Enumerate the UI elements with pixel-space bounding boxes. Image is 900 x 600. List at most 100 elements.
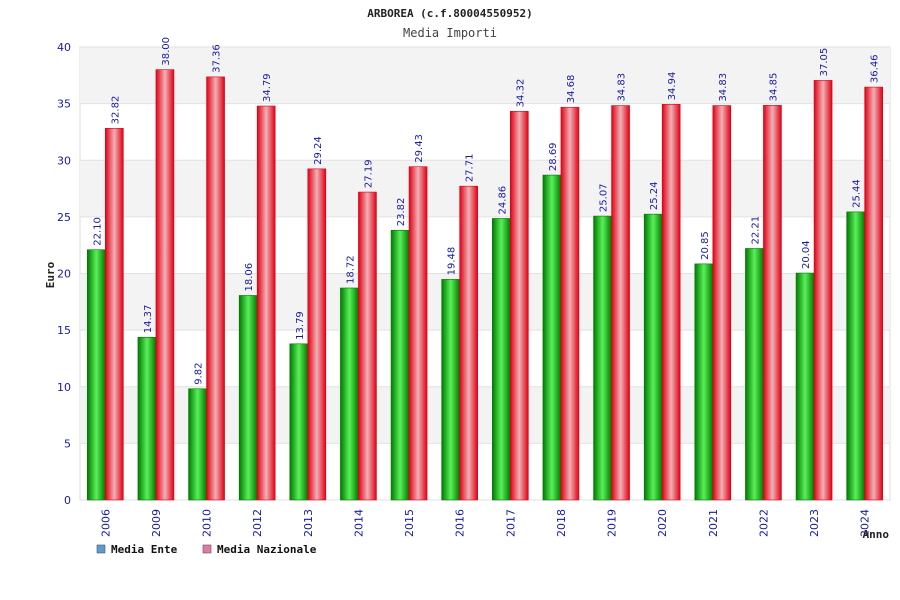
bar-media-nazionale — [206, 76, 225, 501]
bar-media-ente — [745, 248, 764, 501]
data-label: 23.82 — [396, 198, 407, 227]
data-label: 20.04 — [801, 240, 812, 269]
data-label: 27.71 — [465, 154, 476, 183]
bar-media-ente — [390, 229, 410, 501]
data-label: 29.24 — [313, 136, 324, 165]
bar-media-nazionale — [560, 106, 580, 501]
data-label: 34.94 — [667, 72, 678, 101]
chart-subtitle: Media Importi — [403, 26, 497, 40]
bar-media-ente — [289, 343, 309, 501]
bar-media-ente — [542, 174, 562, 501]
x-tick-label: 2014 — [352, 509, 365, 537]
bar-media-ente — [795, 272, 815, 501]
data-label: 34.83 — [617, 73, 628, 102]
x-tick-label: 2021 — [707, 509, 720, 537]
x-tick-label: 2017 — [504, 509, 517, 537]
x-tick-label: 2024 — [859, 509, 872, 537]
bar-media-ente — [137, 336, 157, 501]
bar-media-nazionale — [459, 185, 478, 501]
data-label: 32.82 — [110, 96, 121, 125]
data-label: 27.19 — [363, 159, 374, 188]
x-tick-label: 2009 — [150, 509, 163, 537]
data-label: 20.85 — [700, 231, 711, 260]
bar-media-ente — [694, 263, 714, 501]
y-tick-label: 10 — [57, 381, 71, 394]
y-axis: 0 5 10 15 20 25 30 35 40 — [57, 41, 71, 507]
data-label: 25.07 — [599, 183, 610, 212]
bar-media-nazionale — [358, 191, 377, 501]
data-label: 19.48 — [447, 247, 458, 276]
x-tick-label: 2012 — [251, 509, 264, 537]
data-label: 13.79 — [295, 311, 306, 340]
bar-media-ente — [238, 295, 258, 501]
x-tick-label: 2022 — [757, 509, 770, 537]
data-label: 34.32 — [515, 79, 526, 108]
bar-media-nazionale — [256, 105, 276, 501]
bar-media-nazionale — [864, 86, 883, 501]
bar-media-ente — [87, 249, 106, 501]
data-label: 18.72 — [345, 255, 356, 284]
y-tick-label: 15 — [57, 324, 71, 337]
data-label: 25.24 — [649, 182, 660, 211]
bar-media-ente — [492, 218, 511, 501]
data-label: 34.68 — [566, 75, 577, 104]
data-label: 29.43 — [414, 134, 425, 163]
data-label: 14.37 — [143, 305, 154, 334]
x-tick-label: 2010 — [201, 509, 214, 537]
data-label: 18.06 — [244, 263, 255, 292]
bar-media-nazionale — [813, 80, 833, 501]
x-tick-label: 2018 — [555, 509, 568, 537]
bars-group: 22.10 32.82 14.37 38.00 9.82 37.36 18.06 34.79 1… — [87, 37, 883, 501]
bar-media-ente — [593, 215, 612, 501]
x-tick-label: 2013 — [302, 509, 315, 537]
y-tick-label: 0 — [64, 494, 71, 507]
x-tick-label: 2016 — [454, 509, 467, 537]
x-tick-label: 2019 — [606, 509, 619, 537]
data-label: 34.83 — [718, 73, 729, 102]
data-label: 34.85 — [768, 73, 779, 102]
y-tick-label: 5 — [64, 437, 71, 450]
bar-media-nazionale — [510, 111, 529, 501]
y-axis-title: Euro — [44, 261, 57, 288]
chart-title: ARBOREA (c.f.80004550952) — [367, 7, 533, 20]
data-label: 22.21 — [750, 216, 761, 245]
bar-media-nazionale — [307, 168, 327, 501]
bar-media-ente — [340, 287, 359, 501]
data-label: 34.79 — [262, 73, 273, 102]
data-label: 24.86 — [497, 186, 508, 215]
legend: Media Ente Media Nazionale — [96, 543, 317, 556]
data-label: 22.10 — [92, 217, 103, 246]
y-tick-label: 40 — [57, 41, 71, 54]
y-tick-label: 20 — [57, 268, 71, 281]
x-tick-label: 2023 — [808, 509, 821, 537]
y-tick-label: 25 — [57, 211, 71, 224]
bar-media-nazionale — [763, 105, 782, 501]
x-axis-title: Anno — [863, 528, 890, 541]
y-tick-label: 30 — [57, 154, 71, 167]
bar-media-nazionale — [712, 105, 732, 501]
x-axis: 2006 2009 2010 2012 2013 2014 2015 2016 2017 2018… — [99, 509, 871, 537]
bar-media-nazionale — [105, 128, 124, 501]
bar-media-ente — [643, 213, 663, 501]
bar-media-nazionale — [155, 69, 175, 501]
bar-media-ente — [188, 388, 207, 501]
bar-media-ente — [846, 211, 865, 501]
y-tick-label: 35 — [57, 98, 71, 111]
data-label: 9.82 — [194, 363, 205, 385]
legend-label: Media Ente — [111, 543, 178, 556]
legend-label: Media Nazionale — [217, 543, 317, 556]
x-tick-label: 2020 — [656, 509, 669, 537]
legend-swatch — [202, 544, 212, 554]
legend-swatch — [96, 544, 106, 554]
bar-media-ente — [441, 279, 460, 501]
x-tick-label: 2015 — [403, 509, 416, 537]
bar-media-nazionale — [611, 105, 630, 501]
x-tick-label: 2006 — [99, 509, 112, 537]
data-label: 37.05 — [819, 48, 830, 77]
data-label: 28.69 — [548, 142, 559, 171]
data-label: 38.00 — [161, 37, 172, 66]
data-label: 25.44 — [852, 179, 863, 208]
bar-media-nazionale — [408, 166, 428, 501]
bar-media-nazionale — [661, 104, 681, 501]
